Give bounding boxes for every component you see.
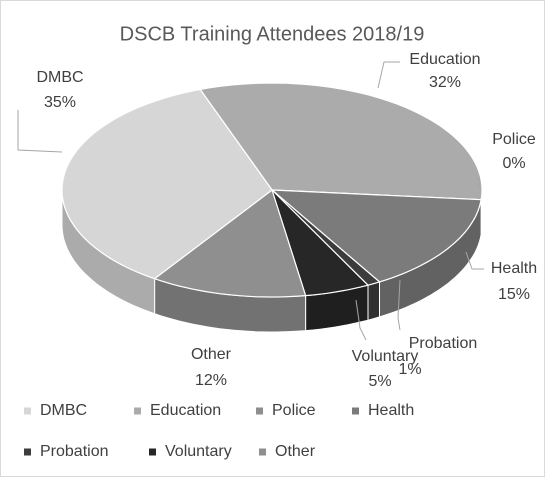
pie-side [367,281,380,321]
data-label-name: Voluntary [352,348,419,365]
legend-swatch [256,407,263,415]
data-label-value: 15% [498,286,530,303]
legend-swatch [149,448,156,456]
legend-label: Voluntary [165,443,232,460]
leader-line [377,61,400,89]
data-label-name: Health [491,260,537,277]
legend-label: DMBC [40,402,87,419]
data-label-name: DMBC [36,69,83,86]
data-label-value: 5% [368,373,391,390]
data-label-name: Police [492,131,536,148]
data-label-value: 0% [502,155,525,172]
legend-swatch [24,448,31,456]
leader-line [17,110,63,153]
legend-swatch [24,407,31,415]
leader-line [465,251,484,270]
chart-title: DSCB Training Attendees 2018/19 [120,23,425,45]
data-label-value: 12% [195,372,227,389]
data-label-value: 1% [398,361,421,378]
data-label-name: Probation [409,335,478,352]
data-label-value: 35% [44,94,76,111]
legend-label: Other [275,443,316,460]
legend-swatch [259,448,266,456]
data-label-name: Education [409,51,480,68]
legend-label: Health [368,402,414,419]
pie-slice [271,189,370,297]
data-label-value: 32% [429,74,461,91]
pie-slice [153,189,307,298]
pie-slice [270,189,482,283]
legend-swatch [352,407,359,415]
leader-line [397,279,401,331]
leader-line [355,299,367,341]
pie-slice [61,88,273,280]
legend-label: Education [150,402,221,419]
legend-label: Police [272,402,316,419]
pie-slice [199,82,483,201]
data-label-name: Other [191,346,232,363]
legend-swatch [134,407,141,415]
legend-label: Probation [40,443,109,460]
